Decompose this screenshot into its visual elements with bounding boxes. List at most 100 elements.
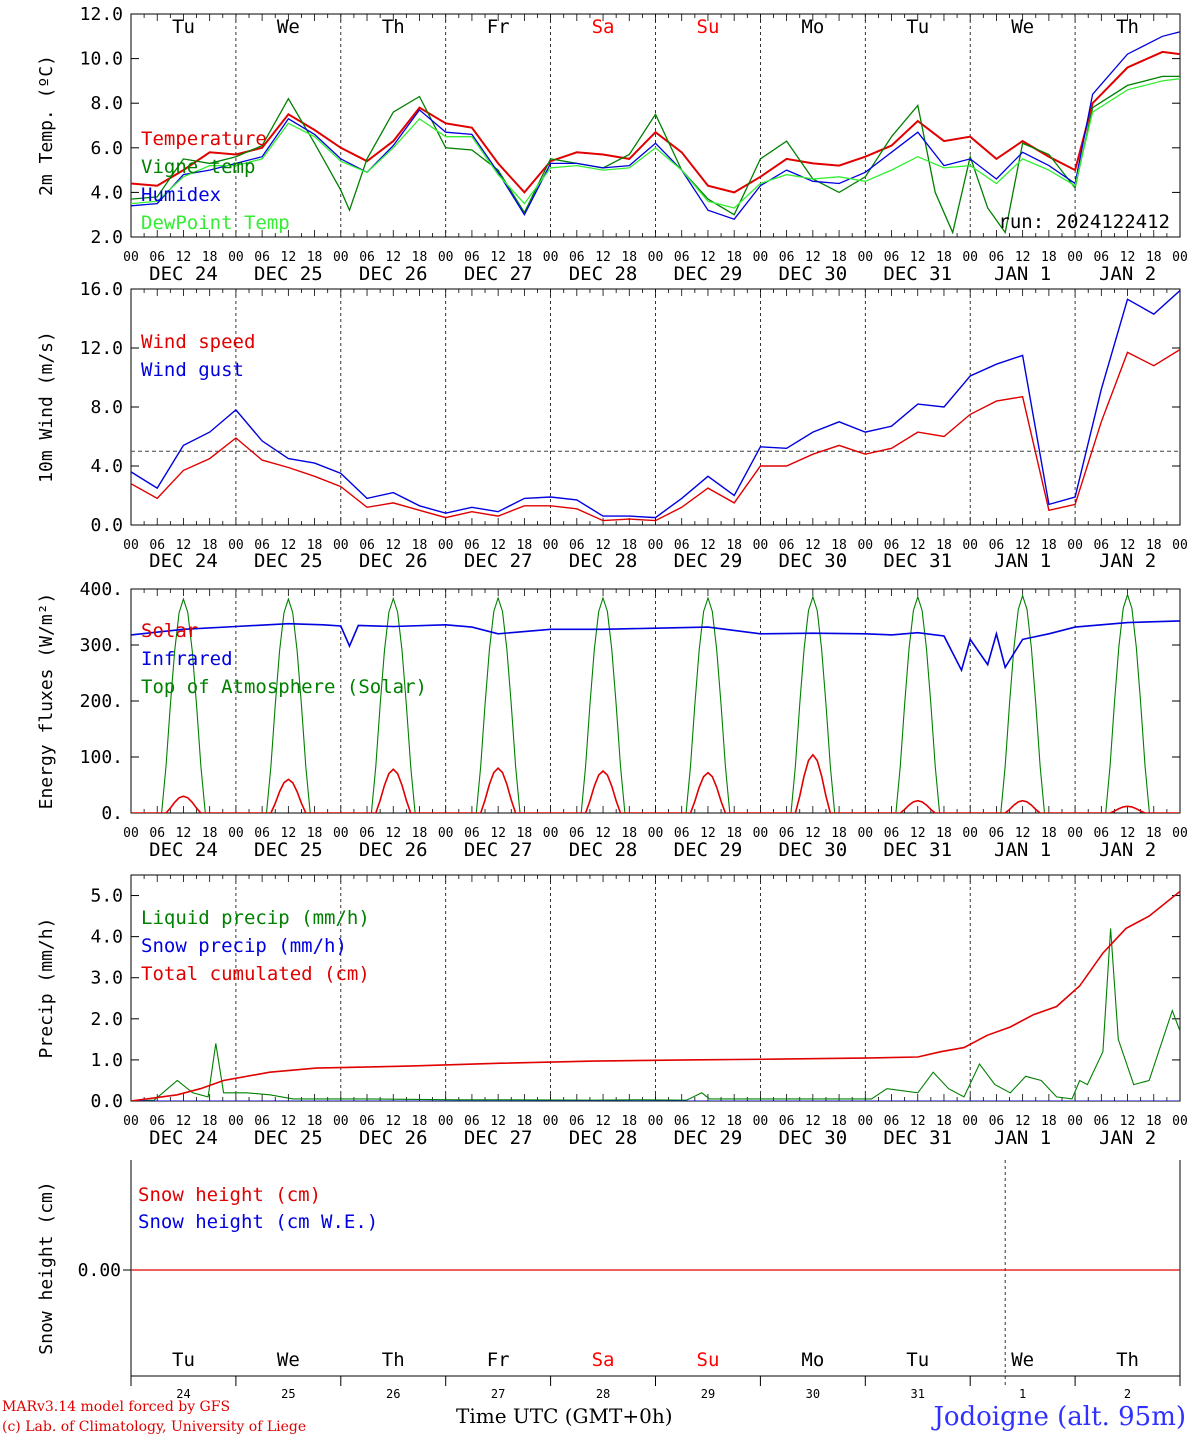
x-hour-tick-label: 18: [1041, 1114, 1057, 1129]
y-tick-label: 16.0: [80, 279, 123, 300]
legend-temperature: Temperature: [141, 128, 267, 150]
weekday-label: Tu: [172, 1349, 195, 1371]
x-hour-tick-label: 00: [123, 250, 139, 265]
x-day-label: DEC 27: [464, 839, 533, 861]
y-tick-label: 12.0: [80, 4, 123, 25]
series-solar: [131, 753, 1180, 813]
x-hour-tick-label: 12: [490, 250, 506, 265]
x-hour-tick-label: 00: [962, 250, 978, 265]
x-hour-tick-label: 00: [228, 826, 244, 841]
x-hour-tick-label: 18: [202, 250, 218, 265]
x-hour-tick-label: 06: [779, 1114, 795, 1129]
x-hour-tick-label: 00: [228, 1114, 244, 1129]
x-day-label: DEC 31: [883, 263, 952, 285]
legend-wind-gust: Wind gust: [141, 359, 244, 381]
weekday-label: Th: [1116, 1349, 1139, 1371]
x-day-label: DEC 25: [254, 1127, 323, 1149]
x-hour-tick-label: 00: [228, 250, 244, 265]
x-hour-tick-label: 06: [884, 538, 900, 553]
date-label: 30: [806, 1387, 820, 1401]
x-day-label: DEC 26: [359, 263, 428, 285]
x-day-label: JAN 2: [1099, 1127, 1156, 1149]
x-hour-tick-label: 00: [543, 1114, 559, 1129]
series-dewpoint-temp: [131, 78, 1180, 209]
x-hour-tick-label: 18: [621, 538, 637, 553]
y-tick-label: 12.0: [80, 338, 123, 359]
x-hour-tick-label: 00: [438, 250, 454, 265]
x-hour-tick-label: 06: [569, 538, 585, 553]
x-hour-tick-label: 18: [726, 250, 742, 265]
weekday-label: Mo: [801, 16, 824, 38]
x-day-label: DEC 24: [149, 839, 218, 861]
weekday-label: Fr: [487, 16, 510, 38]
x-hour-tick-label: 06: [674, 538, 690, 553]
x-day-label: DEC 30: [779, 263, 848, 285]
x-hour-tick-label: 00: [857, 538, 873, 553]
legend-vigne-temp: Vigne temp: [141, 156, 255, 178]
x-hour-tick-label: 00: [438, 538, 454, 553]
x-day-label: JAN 1: [994, 550, 1051, 572]
x-hour-tick-label: 06: [254, 826, 270, 841]
x-hour-tick-label: 00: [857, 1114, 873, 1129]
x-hour-tick-label: 12: [910, 1114, 926, 1129]
x-hour-tick-label: 06: [1093, 250, 1109, 265]
x-hour-tick-label: 12: [805, 250, 821, 265]
x-hour-tick-label: 00: [333, 250, 349, 265]
y-tick-label: 4.0: [90, 182, 123, 203]
x-hour-tick-label: 18: [1041, 250, 1057, 265]
x-hour-tick-label: 00: [1067, 826, 1083, 841]
legend-wind-speed: Wind speed: [141, 331, 255, 353]
x-hour-tick-label: 18: [202, 538, 218, 553]
y-tick-label: 10.0: [80, 49, 123, 70]
x-hour-tick-label: 00: [438, 1114, 454, 1129]
x-hour-tick-label: 06: [989, 826, 1005, 841]
x-hour-tick-label: 06: [674, 826, 690, 841]
x-hour-tick-label: 18: [831, 250, 847, 265]
x-hour-tick-label: 18: [202, 1114, 218, 1129]
series-humidex: [131, 31, 1180, 220]
x-hour-tick-label: 12: [490, 538, 506, 553]
y-tick-label: 0.00: [78, 1260, 121, 1281]
x-day-label: DEC 26: [359, 1127, 428, 1149]
x-hour-tick-label: 18: [936, 250, 952, 265]
x-hour-tick-label: 06: [149, 1114, 165, 1129]
series-top-of-atmosphere: [131, 592, 1180, 813]
series-infrared: [131, 620, 1180, 673]
x-hour-tick-label: 06: [779, 250, 795, 265]
x-hour-tick-label: 12: [595, 826, 611, 841]
x-hour-tick-label: 18: [202, 826, 218, 841]
weekday-label: We: [277, 1349, 300, 1371]
weekday-label: We: [1011, 16, 1034, 38]
date-label: 1: [1019, 1387, 1026, 1401]
x-hour-tick-label: 18: [936, 538, 952, 553]
x-hour-tick-label: 06: [989, 538, 1005, 553]
x-hour-tick-label: 12: [595, 1114, 611, 1129]
run-label: run: 2024122412: [998, 211, 1170, 233]
x-day-label: DEC 29: [674, 550, 743, 572]
x-day-label: DEC 25: [254, 263, 323, 285]
x-hour-tick-label: 12: [176, 826, 192, 841]
x-hour-tick-label: 12: [910, 826, 926, 841]
x-hour-tick-label: 00: [1172, 1114, 1188, 1129]
x-hour-tick-label: 06: [359, 538, 375, 553]
station-name: Jodoigne (alt. 95m): [933, 1402, 1186, 1432]
x-hour-tick-label: 00: [543, 826, 559, 841]
x-hour-tick-label: 06: [149, 826, 165, 841]
x-hour-tick-label: 00: [753, 826, 769, 841]
legend-dewpoint-temp: DewPoint Temp: [141, 212, 290, 234]
x-hour-tick-label: 12: [1120, 250, 1136, 265]
x-hour-tick-label: 00: [123, 1114, 139, 1129]
y-tick-label: 0.: [101, 803, 123, 824]
x-hour-tick-label: 06: [569, 250, 585, 265]
x-hour-tick-label: 06: [464, 538, 480, 553]
x-hour-tick-label: 18: [621, 250, 637, 265]
x-hour-tick-label: 18: [1041, 826, 1057, 841]
x-hour-tick-label: 12: [176, 538, 192, 553]
x-hour-tick-label: 00: [648, 250, 664, 265]
x-hour-tick-label: 06: [1093, 826, 1109, 841]
x-hour-tick-label: 06: [989, 250, 1005, 265]
x-hour-tick-label: 06: [254, 538, 270, 553]
x-hour-tick-label: 12: [805, 1114, 821, 1129]
x-hour-tick-label: 00: [1067, 538, 1083, 553]
